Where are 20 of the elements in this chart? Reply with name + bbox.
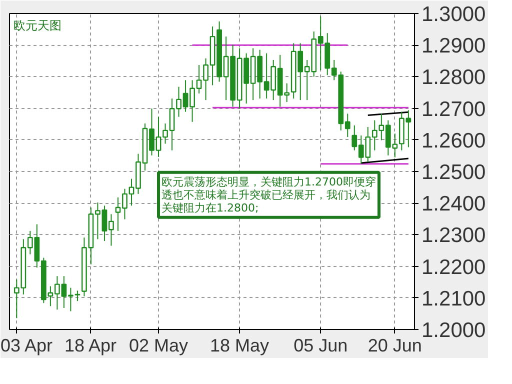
y-tick-label: 1.2700: [422, 98, 486, 121]
y-tick-label: 1.2500: [422, 161, 486, 184]
y-tick-label: 1.3000: [422, 3, 486, 26]
y-tick-label: 1.2000: [422, 319, 486, 342]
y-tick-label: 1.2300: [422, 224, 486, 248]
chart-title: 欧元天图: [14, 18, 62, 32]
y-tick-label: 1.2900: [422, 34, 486, 58]
x-tick-label: 02 May: [128, 336, 188, 356]
y-tick-label: 1.2800: [422, 66, 486, 90]
x-tick-label: 18 Apr: [64, 336, 116, 356]
y-tick-label: 1.2400: [422, 192, 486, 216]
x-tick-label: 18 May: [210, 336, 270, 356]
y-tick-label: 1.2600: [422, 129, 486, 152]
y-tick-label: 1.2200: [422, 256, 486, 279]
candlestick: [74, 290, 80, 302]
y-tick-label: 1.2100: [422, 287, 486, 310]
x-tick-label: 05 Jun: [294, 336, 348, 356]
x-tick-label: 20 Jun: [368, 336, 422, 356]
annotation: 欧元震荡形态明显，关键阻力1.2700即便穿透也不意味着上升突破已经展开，我们认为关键阻力在1.2800;: [162, 175, 376, 214]
x-tick-label: 03 Apr: [0, 336, 53, 356]
